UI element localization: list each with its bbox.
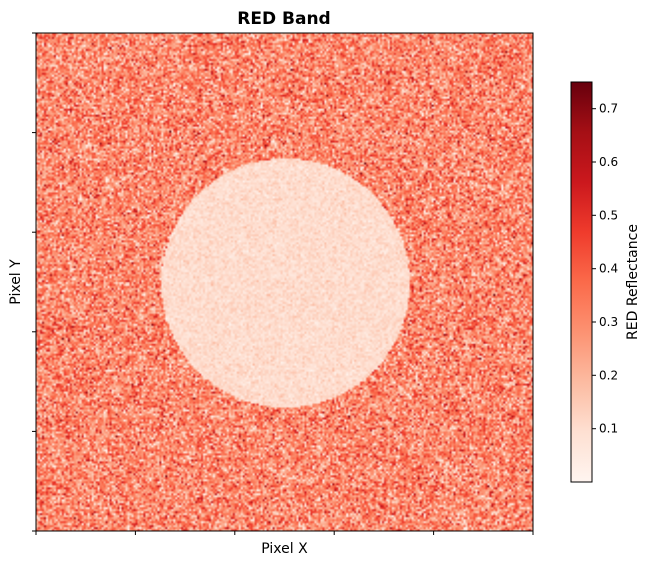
axes-frame xyxy=(35,32,534,532)
colorbar-tick-label: 0.4 xyxy=(599,262,618,276)
y-axis-ticks xyxy=(32,32,36,532)
x-axis-label: Pixel X xyxy=(261,541,308,557)
x-axis-ticks xyxy=(35,531,534,535)
colorbar-tick-label: 0.5 xyxy=(599,208,618,222)
chart-title: RED Band xyxy=(237,9,330,29)
colorbar-tick-label: 0.7 xyxy=(599,102,618,116)
y-axis-label: Pixel Y xyxy=(8,259,24,305)
colorbar-tick-label: 0.6 xyxy=(599,155,618,169)
colorbar-label: RED Reflectance xyxy=(625,224,641,340)
colorbar-ticks: 0.1 0.2 0.3 0.4 0.5 0.6 0.7 xyxy=(592,102,618,436)
colorbar-tick-label: 0.1 xyxy=(599,422,618,436)
colorbar-tick-label: 0.3 xyxy=(599,315,618,329)
colorbar-gradient xyxy=(570,81,593,483)
colorbar: 0.1 0.2 0.3 0.4 0.5 0.6 0.7 RED Reflectance xyxy=(570,81,641,483)
heatmap-raster xyxy=(36,33,533,531)
colorbar-tick-label: 0.2 xyxy=(599,368,618,382)
heatmap-image xyxy=(36,33,533,531)
